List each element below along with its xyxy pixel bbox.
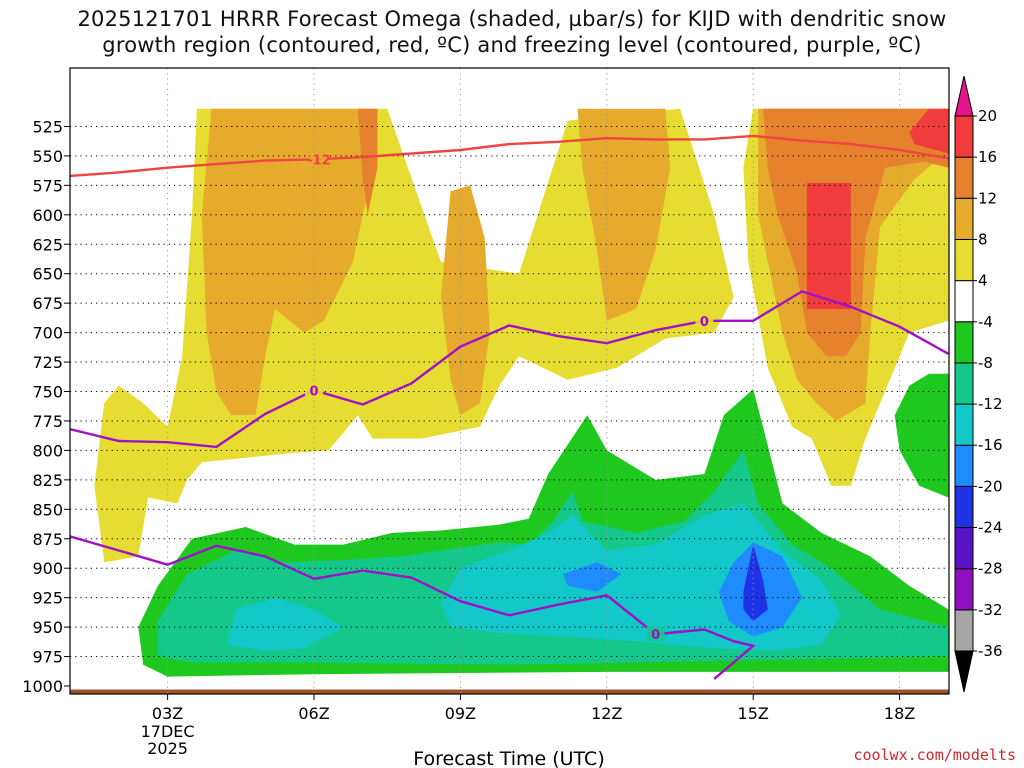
omega-plus-8-region-1 (201, 108, 373, 416)
omega-minus-20-region (743, 544, 768, 622)
omega-plus-12-region-1 (357, 108, 378, 215)
chart-title-line-2: growth region (contoured, red, ºC) and f… (102, 33, 922, 57)
y-axis: 525 550 575 600 625 650 675 700 725 750 775 800 825 8… (22, 117, 70, 696)
colorbar-bin--20 (954, 444, 974, 487)
y-tick-label-575: 575 (32, 176, 63, 195)
x-tick-label-18Z: 18Z (884, 704, 915, 723)
contour-line-1 (70, 290, 949, 449)
y-tick-label-625: 625 (32, 235, 63, 254)
colorbar-label--16: -16 (978, 436, 1003, 454)
omega-minus-4-region-east (894, 373, 949, 498)
omega-plus-8-region-2 (440, 185, 490, 416)
colorbar: -36 -32 -28 -24 -20 -16 -12 -8 -4 4 8 12 16 20 (954, 75, 1003, 693)
omega-plus-16-corner (909, 108, 949, 154)
y-tick-label-600: 600 (32, 206, 63, 225)
chart-title: 2025121701 HRRR Forecast Omega (shaded, … (0, 6, 1024, 58)
y-tick-label-800: 800 (32, 441, 63, 460)
y-tick-label-875: 875 (32, 530, 63, 549)
y-tick-label-750: 750 (32, 383, 63, 402)
omega-minus-12-region (226, 597, 344, 651)
colorbar-under-triangle (954, 650, 974, 693)
contour-label-bg-0 (309, 151, 328, 167)
contour-lines: -12 0 0 0 (70, 134, 949, 680)
y-tick-label-525: 525 (32, 117, 63, 136)
contour-label-3: 0 (651, 628, 660, 643)
credit-text: coolwx.com/modelts (853, 746, 1016, 764)
plot-frame (69, 67, 950, 695)
colorbar-label--8: -8 (978, 354, 993, 372)
colorbar-bin--12 (954, 362, 974, 405)
contour-label-1: 0 (309, 384, 318, 399)
y-tick-label-650: 650 (32, 265, 63, 284)
colorbar-label--4: -4 (978, 313, 993, 331)
colorbar-bin-8 (954, 197, 974, 240)
colorbar-bin--24 (954, 485, 974, 529)
y-tick-label-900: 900 (32, 559, 63, 578)
grid-lines (70, 68, 949, 694)
y-tick-label-1000: 1000 (22, 677, 63, 696)
colorbar-over-triangle (954, 75, 974, 117)
omega-plus-8-region-3 (577, 108, 671, 321)
x-tick-label-09Z: 09Z (445, 704, 476, 723)
ground-strip (70, 689, 949, 694)
colorbar-bin--8 (954, 321, 974, 364)
chart-title-line-1: 2025121701 HRRR Forecast Omega (shaded, … (77, 7, 947, 31)
colorbar-bin-12 (954, 156, 974, 199)
y-tick-label-850: 850 (32, 500, 63, 519)
omega-minus-16-region (562, 562, 622, 592)
colorbar-label-20: 20 (978, 107, 997, 125)
x-tick-sublabel-17DEC: 17DEC (141, 722, 195, 741)
colorbar-bin-4 (954, 238, 974, 282)
colorbar-label-4: 4 (978, 272, 988, 290)
y-tick-label-700: 700 (32, 324, 63, 343)
contour-label-bg-2 (695, 312, 714, 328)
colorbar-label--32: -32 (978, 601, 1003, 619)
contour-line-0 (70, 134, 949, 178)
x-tick-label-12Z: 12Z (591, 704, 622, 723)
contour-label-2: 0 (700, 315, 709, 330)
omega-plus-16-region (806, 183, 851, 309)
colorbar-label-12: 12 (978, 189, 997, 207)
x-tick-sublabel-2025: 2025 (147, 739, 188, 758)
y-tick-label-725: 725 (32, 353, 63, 372)
colorbar-label--36: -36 (978, 642, 1003, 660)
y-tick-label-950: 950 (32, 618, 63, 637)
colorbar-bin-16 (954, 115, 974, 158)
colorbar-bin--32 (954, 568, 974, 611)
colorbar-bin--28 (954, 527, 974, 570)
y-tick-label-825: 825 (32, 471, 63, 490)
y-tick-label-975: 975 (32, 648, 63, 667)
y-tick-label-775: 775 (32, 412, 63, 431)
x-tick-label-06Z: 06Z (298, 704, 329, 723)
colorbar-label-8: 8 (978, 230, 988, 248)
colorbar-label--24: -24 (978, 519, 1003, 537)
omega-shaded-field (70, 108, 949, 694)
colorbar-bin--16 (954, 403, 974, 446)
contour-label-bg-1 (305, 382, 323, 398)
x-tick-label-03Z: 03Z (152, 704, 183, 723)
contour-line-2 (70, 535, 756, 680)
colorbar-label--28: -28 (978, 560, 1003, 578)
x-axis-title: Forecast Time (UTC) (413, 748, 604, 768)
colorbar-label--20: -20 (978, 477, 1003, 495)
contour-label-0: -12 (307, 153, 331, 168)
colorbar-label--12: -12 (978, 395, 1003, 413)
y-tick-label-925: 925 (32, 589, 63, 608)
x-tick-label-15Z: 15Z (738, 704, 769, 723)
colorbar-bin--4 (954, 280, 974, 323)
colorbar-bin--36 (954, 609, 974, 652)
colorbar-label-16: 16 (978, 148, 997, 166)
contour-label-bg-3 (646, 626, 665, 642)
y-tick-label-675: 675 (32, 294, 63, 313)
y-tick-label-550: 550 (32, 147, 63, 166)
